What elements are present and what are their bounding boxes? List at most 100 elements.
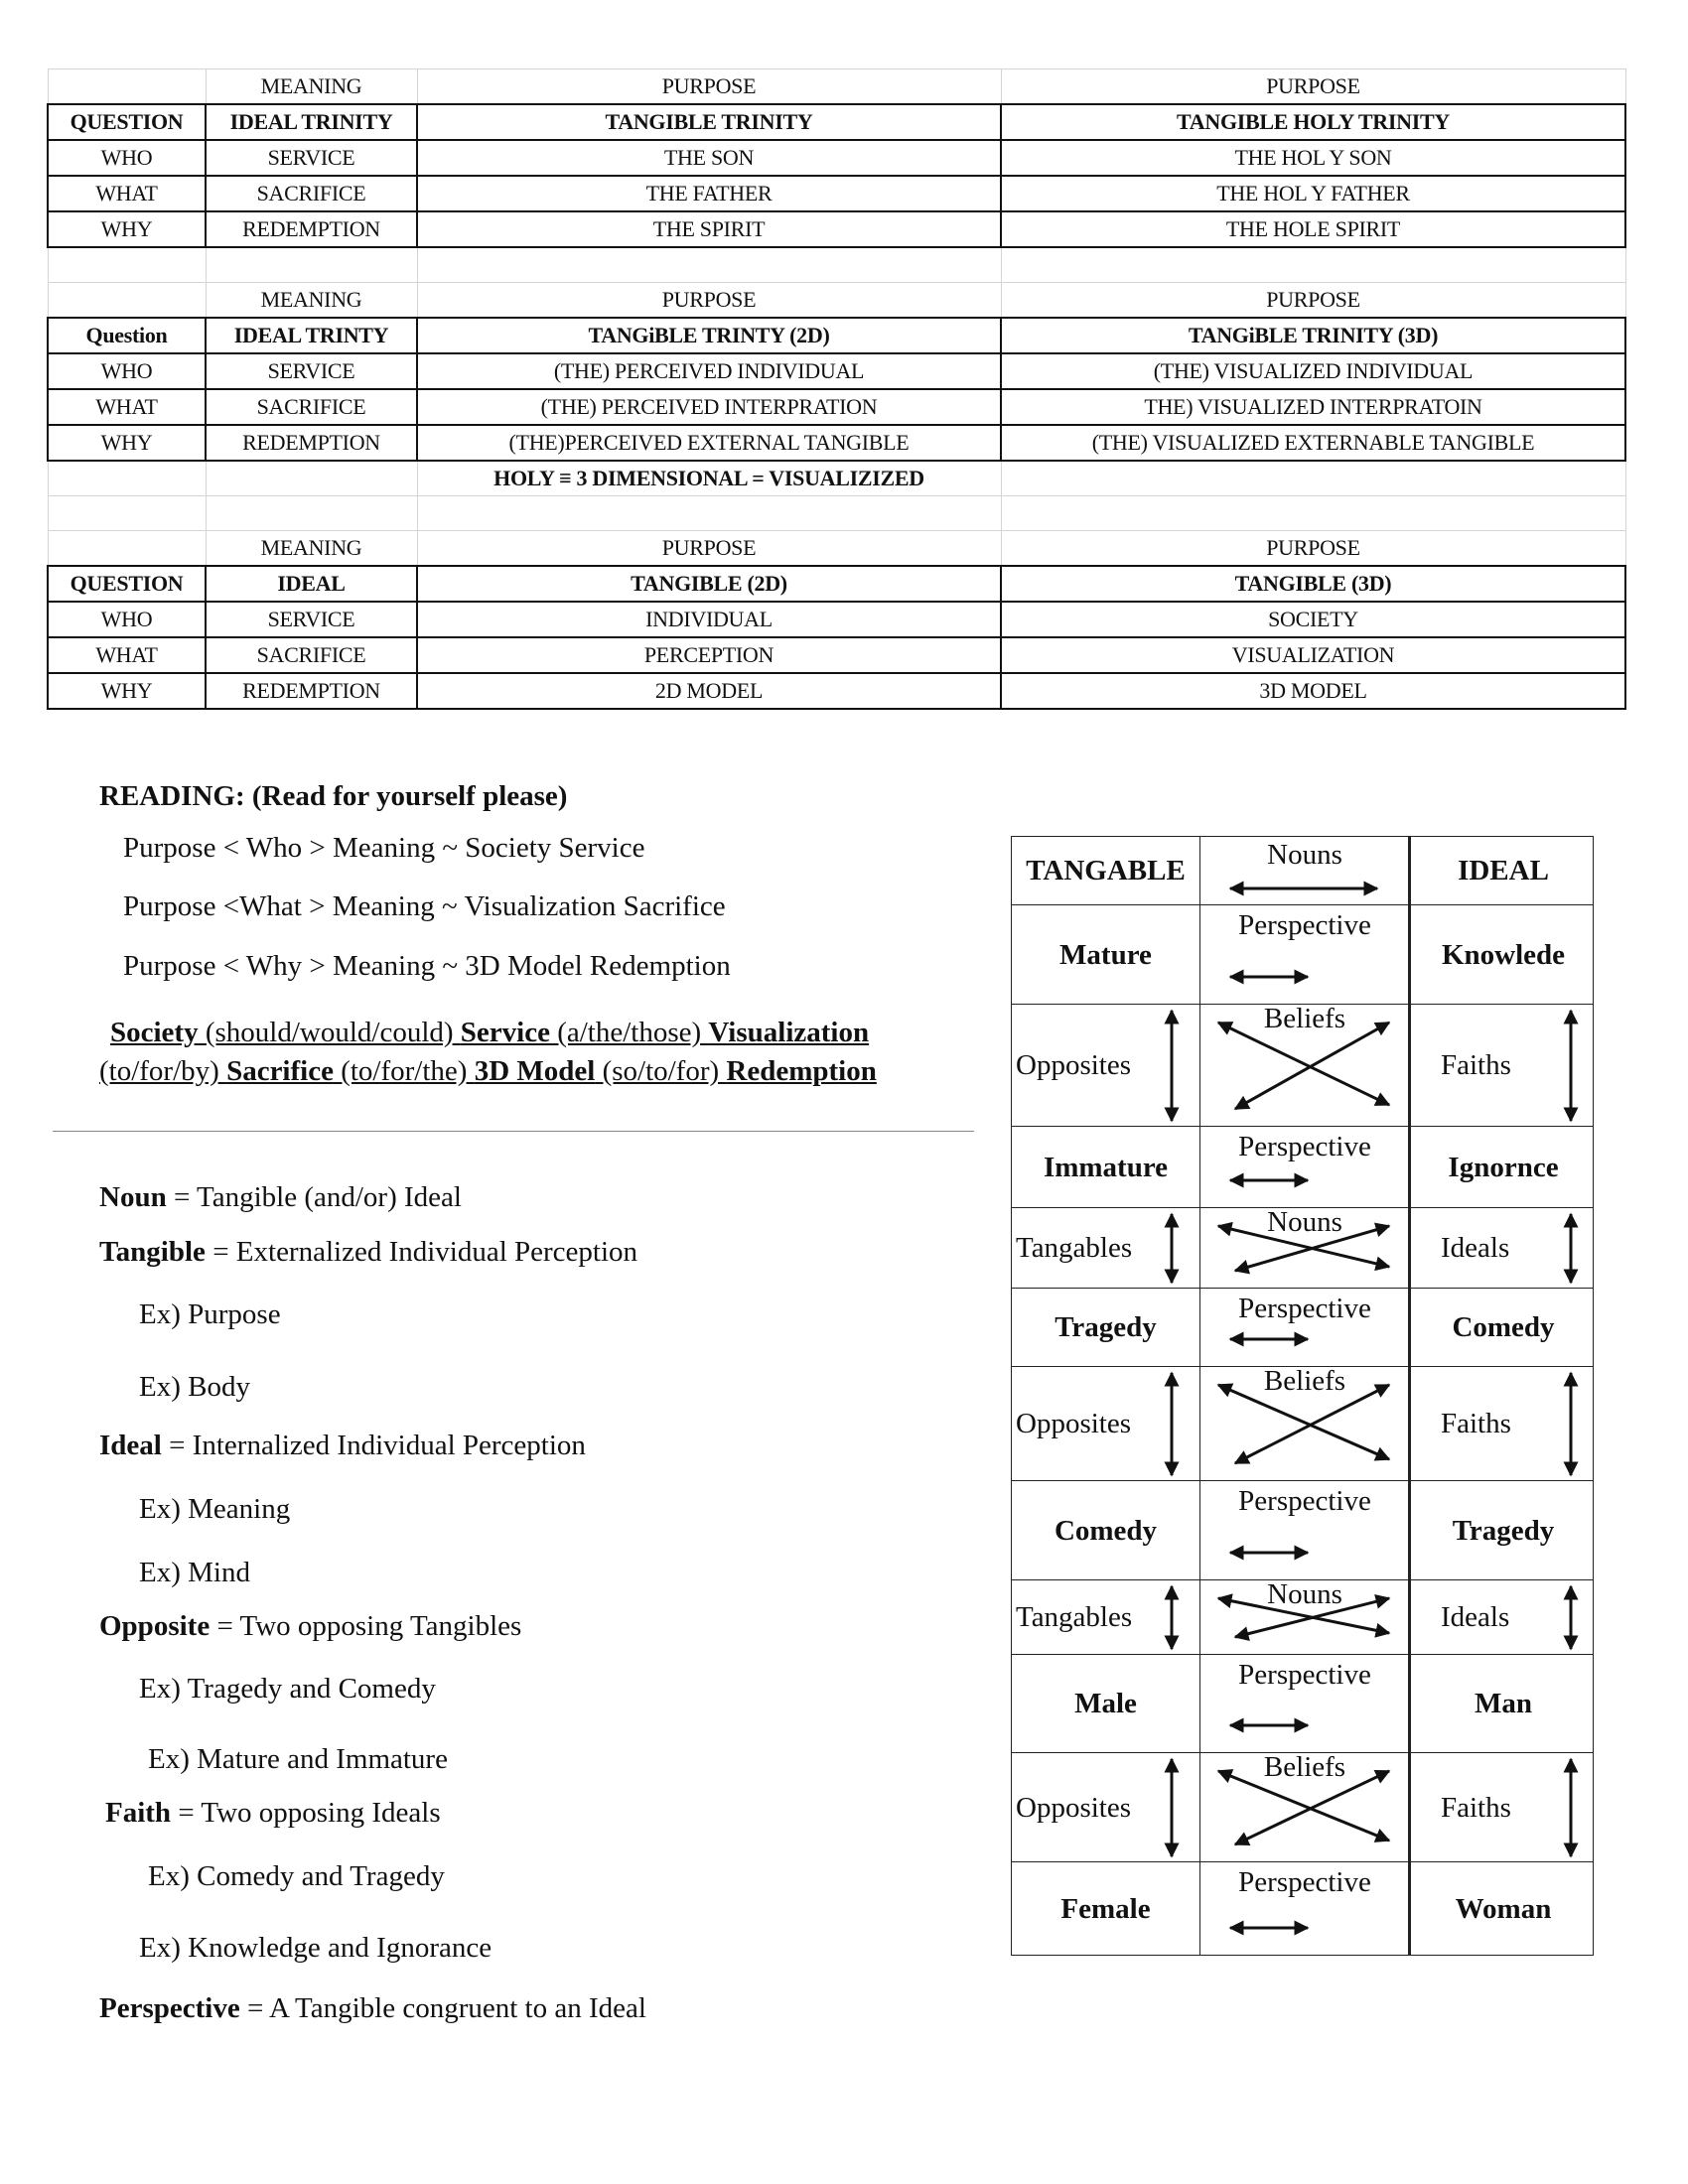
ideal-cell-label: Faiths	[1441, 1791, 1511, 1824]
diagram-row-perspective: Female Woman Perspective	[1012, 1861, 1593, 1956]
definition-text: Ex) Knowledge and Ignorance	[139, 1932, 492, 1964]
keyword: Visualization	[708, 1017, 870, 1048]
crossed-arrows-icon	[1216, 1221, 1391, 1275]
keyword: Society	[110, 1017, 199, 1048]
ideal-cell: Faiths	[1408, 1005, 1593, 1127]
table-cell	[416, 495, 1002, 531]
definition-text: = Internalized Individual Perception	[161, 1430, 586, 1461]
ideal-cell-label: Ideals	[1441, 1601, 1510, 1633]
ideal-cell: Knowlede	[1408, 905, 1596, 1005]
tangible-cell: Tangables	[1012, 1580, 1199, 1655]
table-cell: SOCIETY	[1000, 601, 1626, 638]
table-cell: PURPOSE	[1000, 282, 1626, 319]
ideal-cell: Man	[1408, 1655, 1596, 1753]
table-cell: (THE) VISUALIZED INDIVIDUAL	[1000, 352, 1626, 390]
table-cell	[205, 495, 418, 531]
tangible-cell-label: Tangables	[1016, 1232, 1133, 1264]
keyword: Sacrifice	[226, 1055, 334, 1087]
double-arrow-vertical-icon	[1164, 1212, 1180, 1285]
example: Ex) Comedy and Tragedy	[148, 1860, 445, 1893]
relation-cell: Perspective	[1199, 1655, 1409, 1753]
table-cell: THE SON	[416, 139, 1002, 177]
relation-cell-label: Perspective	[1238, 1131, 1371, 1162]
ideal-cell: Woman	[1408, 1862, 1596, 1956]
relation-cell: Nouns	[1199, 1578, 1409, 1655]
table-cell: TANGIBLE TRINITY	[416, 103, 1002, 141]
tangible-cell-label: Tragedy	[1055, 1311, 1157, 1343]
double-arrow-horizontal-icon	[1228, 1172, 1310, 1188]
table-row: MEANING PURPOSE PURPOSE	[47, 530, 1626, 567]
table-cell: WHAT	[47, 636, 207, 674]
tangible-cell-label: Mature	[1059, 938, 1152, 971]
ideal-cell: Faiths	[1408, 1367, 1593, 1481]
tangible-cell-label: Opposites	[1016, 1049, 1131, 1081]
table-cell: INDIVIDUAL	[416, 601, 1002, 638]
table-cell	[205, 246, 418, 283]
table-cell	[47, 460, 207, 496]
reading-line: Purpose <What > Meaning ~ Visualization …	[123, 890, 726, 922]
diagram-row-cross: Opposites Beliefs Faiths	[1012, 1751, 1593, 1862]
tangible-cell: Opposites	[1012, 1005, 1199, 1127]
double-arrow-vertical-icon	[1563, 1212, 1579, 1285]
definition-text: Ex) Meaning	[139, 1493, 291, 1525]
connector: (a/the/those)	[549, 1017, 709, 1048]
keyword: 3D Model	[474, 1055, 596, 1087]
ideal-cell-label: Woman	[1455, 1892, 1552, 1925]
table-cell: SERVICE	[205, 139, 418, 177]
tangible-cell-label: Tangables	[1016, 1601, 1133, 1633]
diagram-row-perspective: Tragedy Comedy Perspective	[1012, 1288, 1593, 1367]
example: Ex) Body	[139, 1371, 250, 1404]
table-cell	[205, 460, 418, 496]
table-cell	[47, 246, 207, 283]
table-cell: WHO	[47, 352, 207, 390]
table-cell: HOLY ≡ 3 DIMENSIONAL = VISUALIZIZED	[416, 460, 1002, 496]
table-cell: TANGIBLE (2D)	[416, 565, 1002, 603]
table-cell: WHO	[47, 139, 207, 177]
ideal-cell-label: Faiths	[1441, 1049, 1511, 1081]
table-row: MEANING PURPOSE PURPOSE	[47, 68, 1626, 105]
table-cell: WHY	[47, 672, 207, 710]
ideal-cell: Tragedy	[1408, 1481, 1596, 1580]
definition: Tangible = Externalized Individual Perce…	[99, 1236, 637, 1269]
table-cell: VISUALIZATION	[1000, 636, 1626, 674]
example: Ex) Meaning	[139, 1493, 290, 1526]
double-arrow-vertical-icon	[1164, 1371, 1180, 1477]
table-cell: WHY	[47, 210, 207, 248]
table-cell: PURPOSE	[1000, 68, 1626, 105]
double-arrow-vertical-icon	[1164, 1009, 1180, 1123]
definition-text: Ex) Tragedy and Comedy	[139, 1673, 436, 1705]
example: Ex) Purpose	[139, 1298, 281, 1331]
table-row: WHO SERVICE (THE) PERCEIVED INDIVIDUAL (THE…	[47, 352, 1626, 390]
term: Noun	[99, 1181, 167, 1213]
trinity-tables: MEANING PURPOSE PURPOSE QUESTION IDEAL TRINI…	[47, 68, 1626, 710]
double-arrow-vertical-icon	[1164, 1757, 1180, 1858]
table-row: QUESTION IDEAL TRINITY TANGIBLE TRINITY TAN…	[47, 103, 1626, 141]
relation-cell: Perspective	[1199, 1862, 1409, 1956]
connector: (to/for/the)	[333, 1055, 475, 1087]
definition-text: = Externalized Individual Perception	[205, 1236, 638, 1268]
tangible-cell: Comedy	[1012, 1481, 1199, 1580]
double-arrow-horizontal-icon	[1228, 881, 1379, 896]
table-cell: PERCEPTION	[416, 636, 1002, 674]
table-row: MEANING PURPOSE PURPOSE	[47, 282, 1626, 319]
relation-cell: Perspective	[1199, 1481, 1409, 1580]
reading-sentence-line: (to/for/by) Sacrifice (to/for/the) 3D Mo…	[99, 1055, 877, 1088]
table-cell: TANGiBLE TRINTY (2D)	[416, 317, 1002, 354]
table-cell: THE HOL Y SON	[1000, 139, 1626, 177]
double-arrow-vertical-icon	[1563, 1757, 1579, 1858]
table-cell: IDEAL	[205, 565, 418, 603]
table-cell: TANGiBLE TRINITY (3D)	[1000, 317, 1626, 354]
tangible-cell: Male	[1012, 1655, 1199, 1753]
reading-sentence-line: Society (should/would/could) Service (a/…	[110, 1017, 869, 1049]
tangible-cell-label: Male	[1074, 1688, 1137, 1719]
table-cell: IDEAL TRINITY	[205, 103, 418, 141]
table-cell: WHAT	[47, 388, 207, 426]
tangible-cell-label: Opposites	[1016, 1408, 1131, 1439]
term: Opposite	[99, 1610, 211, 1642]
double-arrow-horizontal-icon	[1228, 1717, 1310, 1733]
term: Faith	[105, 1797, 172, 1829]
table-cell: THE SPIRIT	[416, 210, 1002, 248]
table-cell: SERVICE	[205, 352, 418, 390]
table-cell: SACRIFICE	[205, 636, 418, 674]
tangible-ideal-diagram: TANGABLE IDEAL Nouns Mature Knowlede Perspect…	[1011, 836, 1594, 1956]
